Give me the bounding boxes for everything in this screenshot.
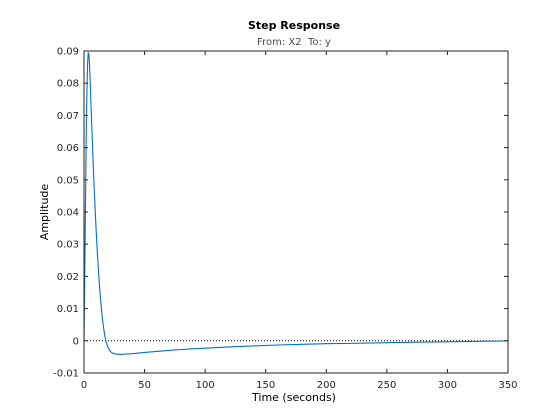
y-tick-label: 0 <box>73 336 79 347</box>
chart-title: Step Response <box>248 19 340 32</box>
y-tick-label: 0.09 <box>57 47 79 58</box>
y-tick-label: 0.04 <box>57 208 79 219</box>
x-tick-label: 250 <box>377 380 396 391</box>
x-tick-label: 50 <box>138 380 151 391</box>
y-tick-label: 0.08 <box>57 79 79 90</box>
x-axis-label: Time (seconds) <box>251 391 336 404</box>
x-tick-label: 350 <box>498 380 517 391</box>
y-axis-ticks: -0.01 0 0.01 0.02 0.03 0.04 0.05 0.06 0.07 0.08 0.… <box>53 47 508 380</box>
x-tick-label: 200 <box>317 380 336 391</box>
x-tick-label: 0 <box>81 380 87 391</box>
x-tick-label: 100 <box>196 380 215 391</box>
y-axis-label: Amplitude <box>38 184 51 241</box>
y-tick-label: 0.02 <box>57 272 79 283</box>
y-tick-label: 0.07 <box>57 111 79 122</box>
y-tick-label: 0.01 <box>57 304 79 315</box>
x-tick-label: 300 <box>438 380 457 391</box>
plot-area <box>84 51 508 373</box>
y-tick-label: 0.06 <box>57 143 79 154</box>
step-response-line <box>83 52 509 355</box>
y-tick-label: 0.05 <box>57 175 79 186</box>
x-axis-ticks: 0 50 100 150 200 250 300 350 <box>81 51 518 391</box>
y-tick-label: -0.01 <box>53 369 79 380</box>
y-tick-label: 0.03 <box>57 240 79 251</box>
chart-subtitle: From: X2 To: y <box>257 37 331 48</box>
series-layer <box>83 52 509 355</box>
x-tick-label: 150 <box>256 380 275 391</box>
